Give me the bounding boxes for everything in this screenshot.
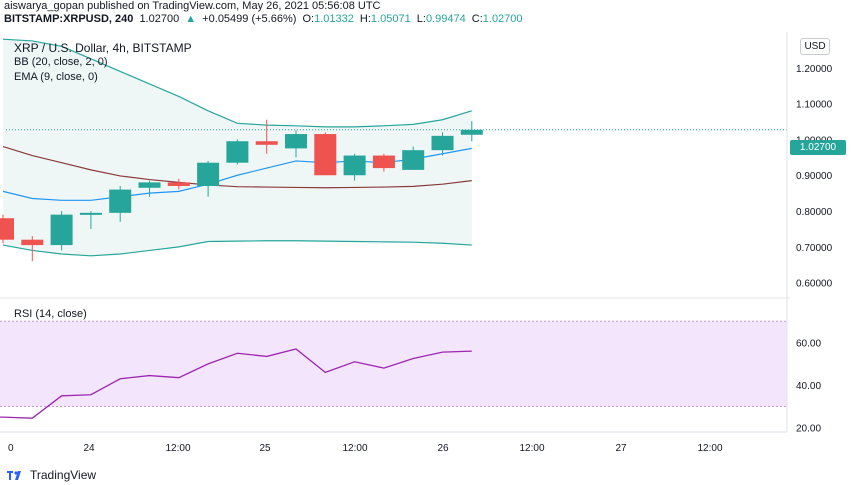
candle-body[interactable] xyxy=(0,218,14,240)
low-value: 0.99474 xyxy=(425,13,466,25)
currency-badge[interactable]: USD xyxy=(800,38,830,55)
time-tick-label: 12:00 xyxy=(342,443,367,454)
candle-body[interactable] xyxy=(21,239,44,246)
candle-body[interactable] xyxy=(226,141,249,163)
rsi-band-fill xyxy=(0,321,787,407)
rsi-tick-label: 60.00 xyxy=(796,339,821,350)
candle-body[interactable] xyxy=(138,182,161,188)
candle-body[interactable] xyxy=(109,189,132,213)
candle-body[interactable] xyxy=(402,150,425,170)
rsi-line[interactable] xyxy=(0,348,472,419)
open-label: O: xyxy=(302,13,315,25)
time-tick-label: 0 xyxy=(8,443,14,454)
last-price-label: 1.02700 xyxy=(790,140,846,155)
ohlc-line: BITSTAMP:XRPUSD, 240 1.02700 ▲ +0.05499 … xyxy=(4,13,850,26)
price-tick-label: 1.20000 xyxy=(796,64,833,75)
candle-body[interactable] xyxy=(343,155,366,176)
bb-upper-line[interactable] xyxy=(2,38,472,128)
time-tick-label: 12:00 xyxy=(519,443,544,454)
close-value: 1.02700 xyxy=(482,13,523,25)
tradingview-logo-icon xyxy=(7,471,21,480)
time-tick-label: 24 xyxy=(83,443,95,454)
candle-body[interactable] xyxy=(285,134,307,149)
candle-body[interactable] xyxy=(255,141,278,145)
candle-body[interactable] xyxy=(79,212,102,215)
price-tick-label: 0.90000 xyxy=(796,171,833,182)
candle-body[interactable] xyxy=(314,134,337,176)
symbol-label: BITSTAMP:XRPUSD, 240 xyxy=(4,13,134,25)
ema-legend[interactable]: EMA (9, close, 0) xyxy=(14,71,98,83)
last-price: 1.02700 xyxy=(139,13,180,25)
open-value: 1.01332 xyxy=(314,13,354,25)
bb-basis-line[interactable] xyxy=(2,146,472,189)
candle-body[interactable] xyxy=(197,162,220,186)
footer: TradingView xyxy=(6,467,96,483)
candle-body[interactable] xyxy=(50,214,73,246)
time-tick-label: 12:00 xyxy=(165,443,190,454)
price-tick-label: 0.80000 xyxy=(796,207,833,218)
price-tick-label: 1.10000 xyxy=(796,100,833,111)
rsi-tick-label: 40.00 xyxy=(796,381,821,392)
rsi-tick-label: 20.00 xyxy=(796,424,821,435)
chart-area[interactable]: 0.600000.700000.800000.900001.000001.100… xyxy=(0,32,852,464)
chart-header: aiswarya_gopan published on TradingView.… xyxy=(4,0,850,30)
time-tick-label: 12:00 xyxy=(697,443,722,454)
rsi-pane xyxy=(0,320,787,419)
close-label: C: xyxy=(471,13,483,25)
high-label: H: xyxy=(359,13,371,25)
change-arrow-icon: ▲ xyxy=(185,13,197,25)
price-tick-label: 0.70000 xyxy=(796,243,833,254)
candle-body[interactable] xyxy=(372,155,395,169)
time-tick-label: 27 xyxy=(615,443,627,454)
candle-body[interactable] xyxy=(431,135,454,151)
bb-legend[interactable]: BB (20, close, 2, 0) xyxy=(14,56,108,68)
time-tick-label: 25 xyxy=(259,443,271,454)
candle-body[interactable] xyxy=(167,182,190,186)
time-tick-label: 26 xyxy=(437,443,449,454)
bb-lower-line[interactable] xyxy=(2,240,472,257)
chart-title: XRP / U.S. Dollar, 4h, BITSTAMP xyxy=(14,41,192,55)
candle-body[interactable] xyxy=(460,129,483,135)
high-value: 1.05071 xyxy=(370,13,411,25)
price-pane xyxy=(0,38,787,262)
price-tick-label: 0.60000 xyxy=(796,279,833,290)
low-label: L: xyxy=(416,13,426,25)
rsi-legend[interactable]: RSI (14, close) xyxy=(14,308,87,320)
footer-logo-text[interactable]: TradingView xyxy=(30,468,97,482)
change-value: +0.05499 (+5.66%) xyxy=(202,13,297,25)
publisher-line: aiswarya_gopan published on TradingView.… xyxy=(4,0,381,12)
